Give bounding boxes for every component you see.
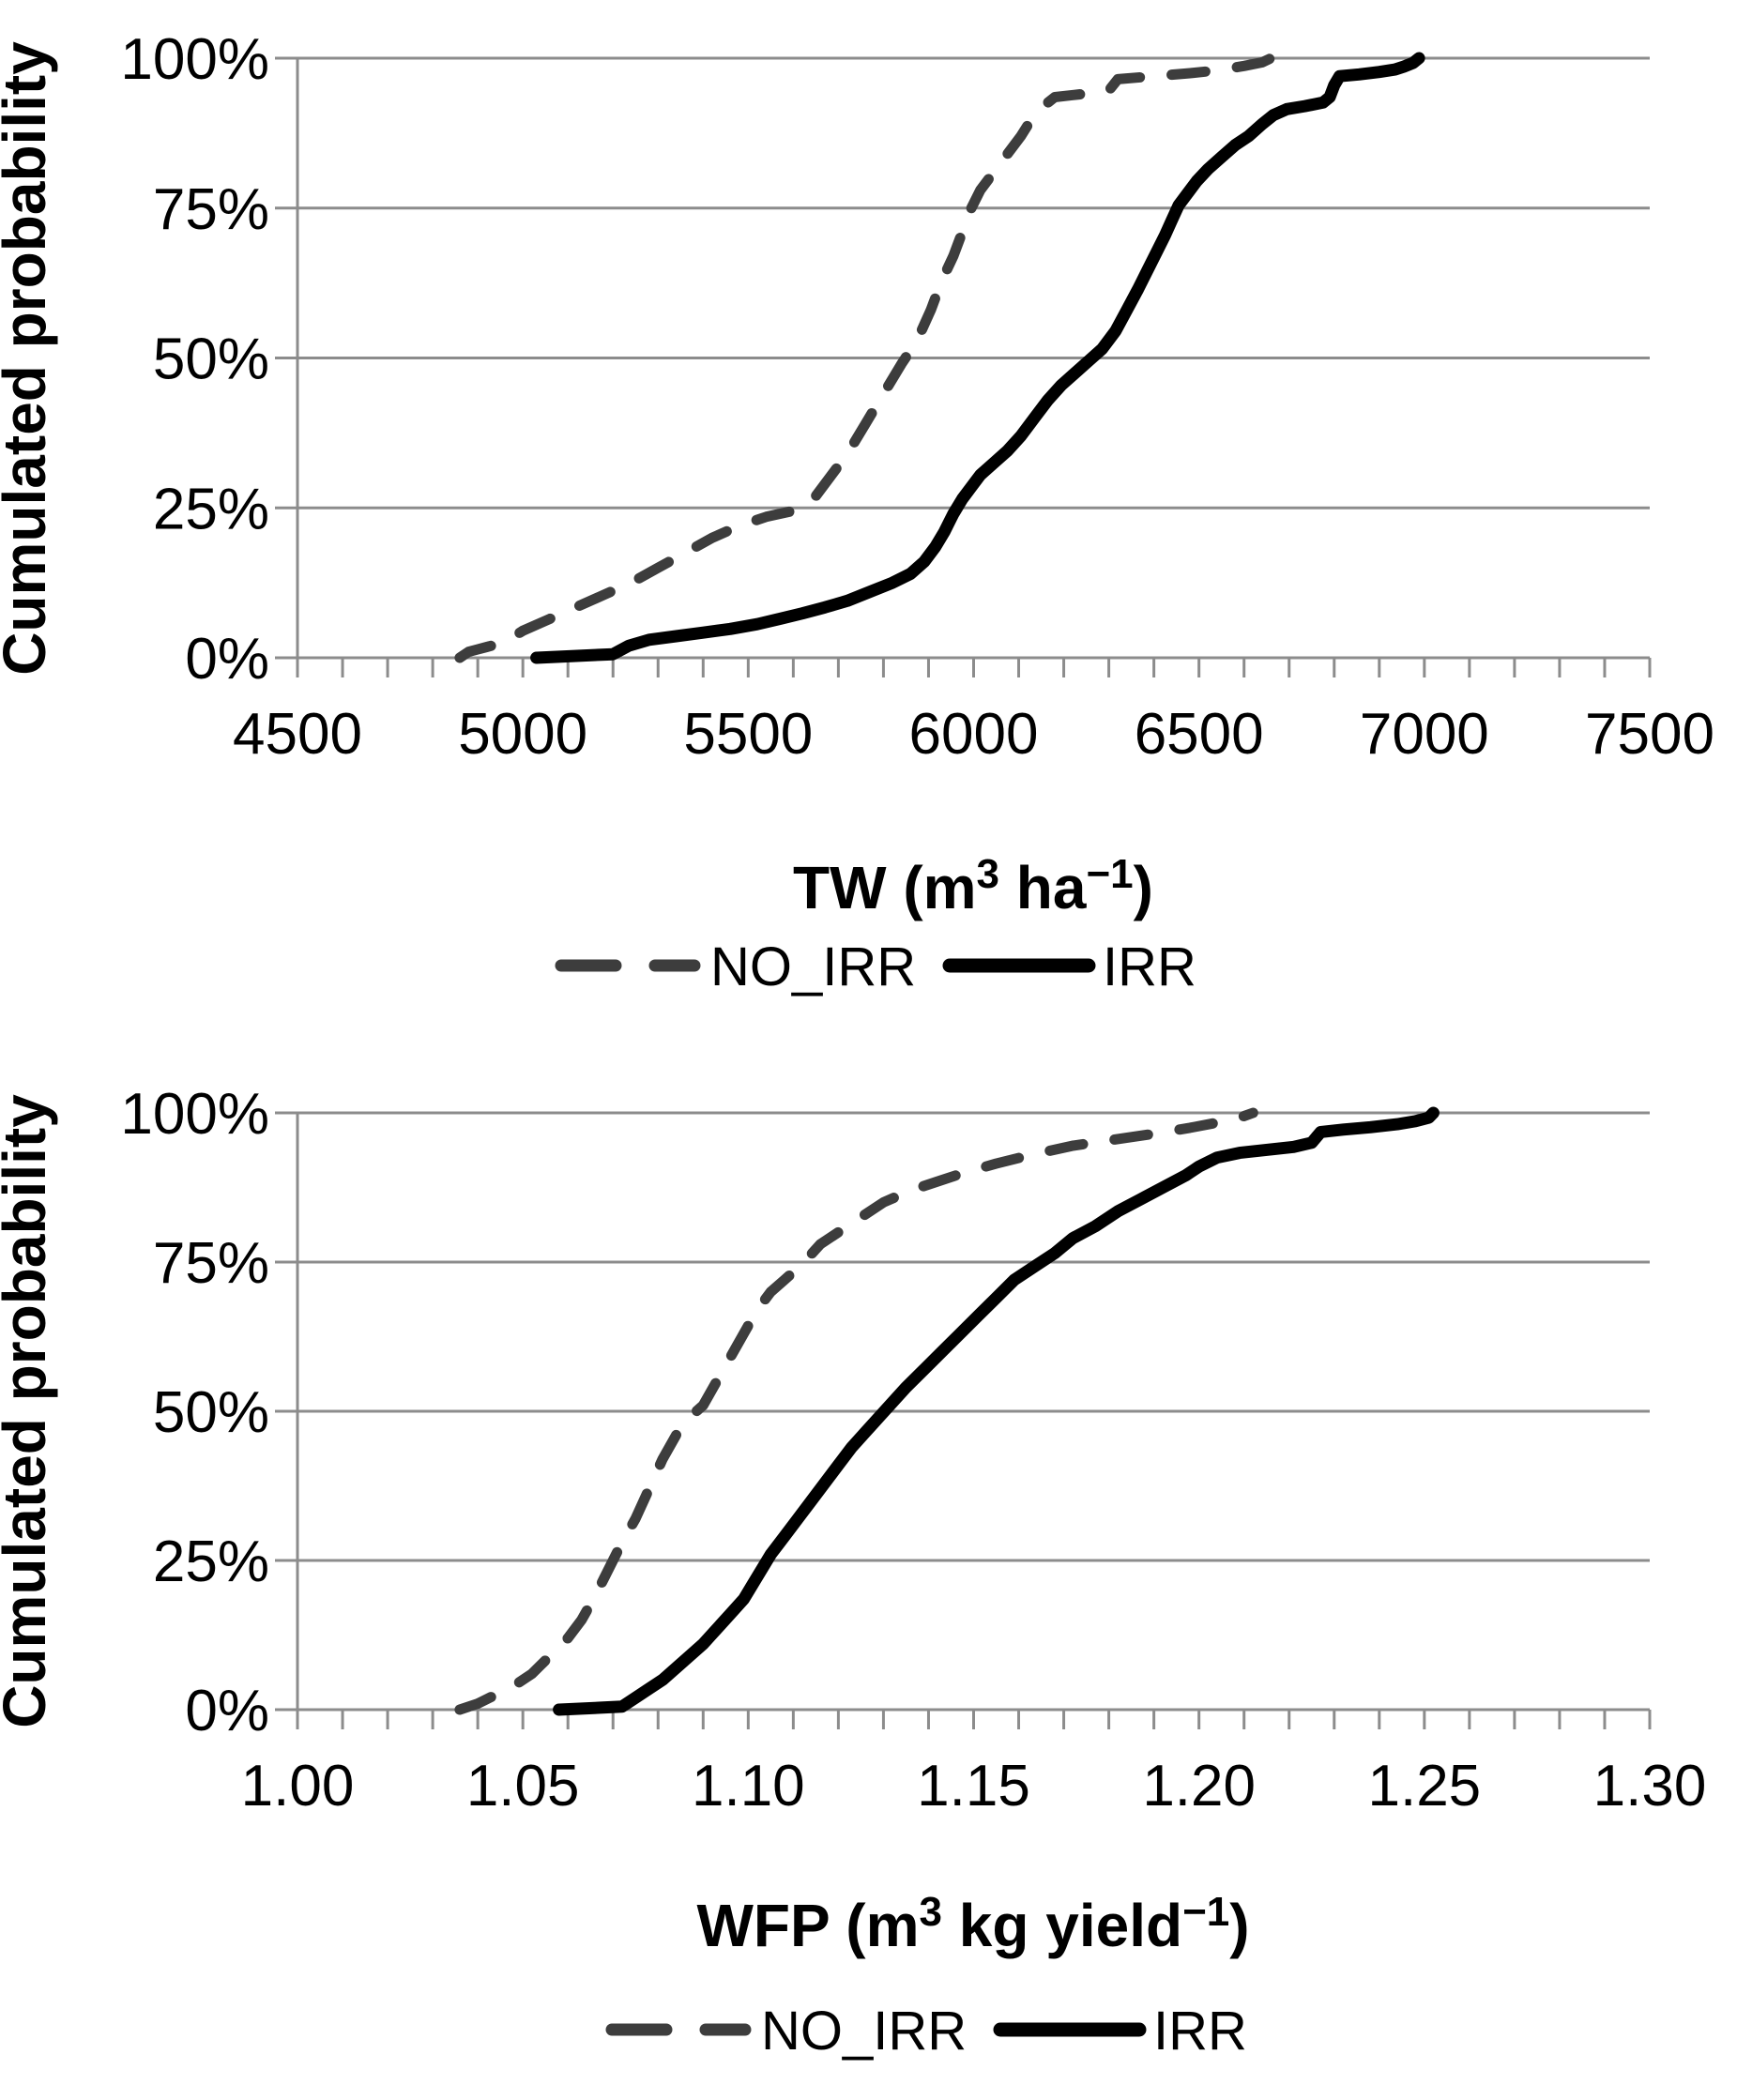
x-tick-label: 1.05 <box>466 1754 580 1818</box>
x-tick-label: 1.20 <box>1142 1754 1256 1818</box>
y-tick-label: 0% <box>185 627 269 692</box>
wfp-legend-irr-label: IRR <box>1153 2001 1247 2062</box>
wfp-tick-layer <box>275 1111 1652 1729</box>
y-tick-label: 0% <box>185 1679 269 1743</box>
tw-x-axis-title: TW (m3 ha−1) <box>793 851 1153 921</box>
y-tick-label: 100% <box>120 27 269 92</box>
x-tick-label: 1.25 <box>1367 1754 1481 1818</box>
tw-legend-irr-label: IRR <box>1103 936 1196 997</box>
x-tick-label: 5000 <box>458 702 587 767</box>
wfp-label-layer: 100% 75% 50% 25% 0% 1.00 1.05 1.10 1.15 1.20 1.25 1… <box>120 1082 1706 1818</box>
tw-irr-curve <box>530 52 1425 664</box>
x-tick-label: 4500 <box>233 702 362 767</box>
tw-legend: NO_IRR IRR <box>555 936 1196 997</box>
x-tick-label: 7500 <box>1585 702 1714 767</box>
tw-series-layer <box>454 52 1425 664</box>
x-tick-label: 5500 <box>683 702 813 767</box>
wfp-series-layer <box>454 1106 1440 1716</box>
y-tick-label: 50% <box>153 327 269 392</box>
tw-legend-no-irr-label: NO_IRR <box>710 936 916 997</box>
tw-no-irr-curve <box>454 53 1276 663</box>
x-tick-label: 1.10 <box>692 1754 805 1818</box>
chart-tw: 100% 75% 50% 25% 0% 4500 5000 5500 6000 6500 7000 7… <box>0 27 1714 997</box>
x-tick-label: 6500 <box>1135 702 1264 767</box>
x-tick-label: 7000 <box>1360 702 1489 767</box>
y-tick-label: 75% <box>153 177 269 242</box>
y-tick-label: 25% <box>153 1529 269 1594</box>
y-tick-label: 100% <box>120 1082 269 1147</box>
chart-wfp: 100% 75% 50% 25% 0% 1.00 1.05 1.10 1.15 1.20 1.25 1… <box>0 1082 1706 2062</box>
y-tick-label: 75% <box>153 1231 269 1296</box>
wfp-legend: NO_IRR IRR <box>605 2001 1247 2062</box>
tw-label-layer: 100% 75% 50% 25% 0% 4500 5000 5500 6000 6500 7000 7… <box>120 27 1714 767</box>
wfp-irr-curve <box>553 1106 1440 1716</box>
x-tick-label: 1.30 <box>1593 1754 1707 1818</box>
wfp-grid-layer <box>297 1111 1650 1712</box>
wfp-no-irr-curve <box>454 1107 1258 1715</box>
wfp-y-axis-title: Cumulated probability <box>0 1094 58 1728</box>
wfp-x-axis-title: WFP (m3 kg yield−1) <box>696 1889 1249 1959</box>
y-tick-label: 50% <box>153 1380 269 1445</box>
tw-grid-layer <box>297 56 1650 660</box>
wfp-legend-no-irr-label: NO_IRR <box>761 2001 967 2062</box>
tw-tick-layer <box>275 56 1652 677</box>
x-tick-label: 6000 <box>909 702 1039 767</box>
x-tick-label: 1.15 <box>917 1754 1030 1818</box>
y-tick-label: 25% <box>153 477 269 541</box>
tw-y-axis-title: Cumulated probability <box>0 41 58 676</box>
x-tick-label: 1.00 <box>241 1754 355 1818</box>
